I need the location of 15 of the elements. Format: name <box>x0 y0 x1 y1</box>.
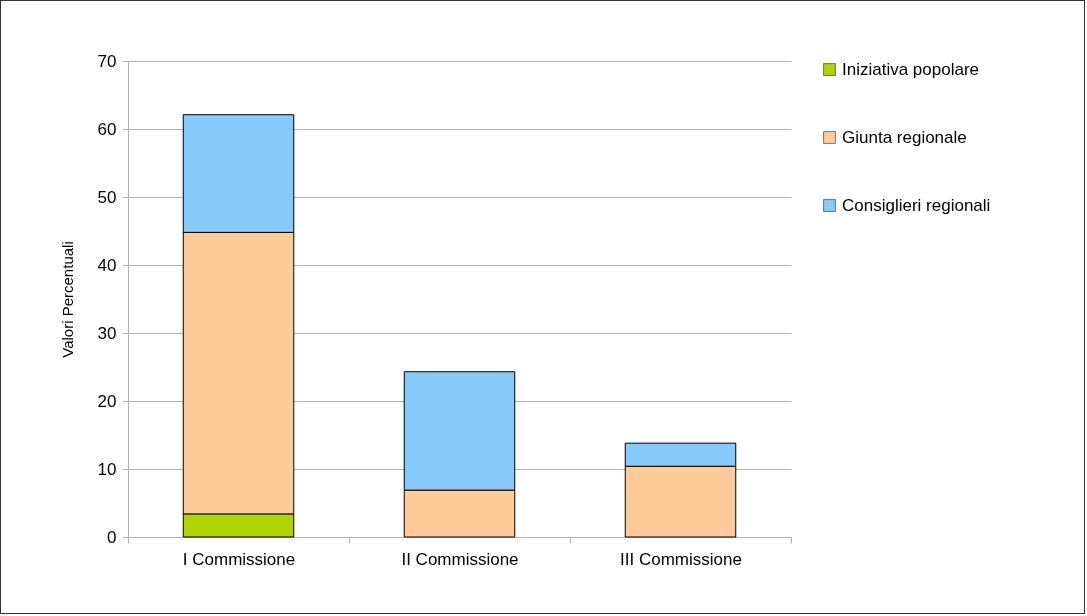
y-tick-label: 20 <box>97 391 117 411</box>
x-tick-label: II Commissione <box>401 549 519 569</box>
legend-label: Giunta regionale <box>842 127 967 147</box>
y-tick-label: 30 <box>97 323 117 343</box>
y-tick-label: 60 <box>97 119 117 139</box>
y-tick-label: 10 <box>97 459 117 479</box>
x-tick-label: III Commissione <box>620 549 742 569</box>
x-tick-label: I Commissione <box>182 549 296 569</box>
y-axis-title: Valori Percentuali <box>58 241 76 358</box>
legend-label: Consiglieri regionali <box>842 195 991 215</box>
legend-label: Iniziativa popolare <box>842 59 980 79</box>
y-tick-label: 0 <box>107 527 117 547</box>
y-tick-label: 70 <box>97 51 117 71</box>
y-tick-label: 40 <box>97 255 117 275</box>
y-tick-label: 50 <box>97 187 117 207</box>
